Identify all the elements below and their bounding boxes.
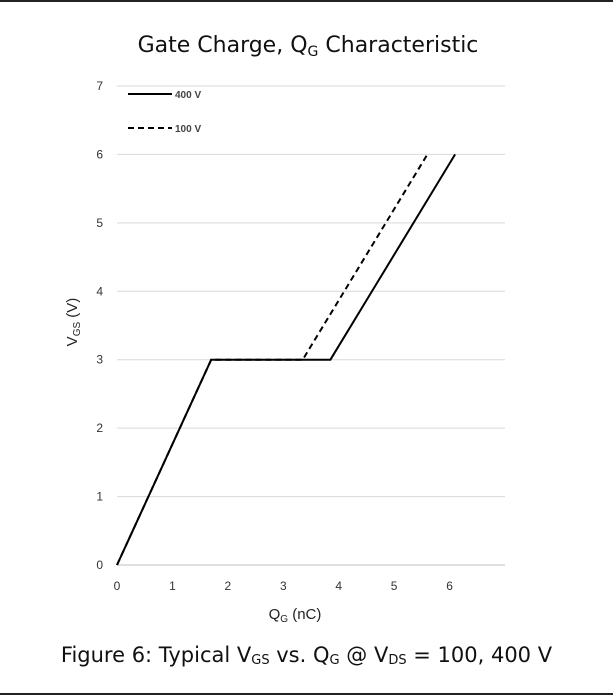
x-tick-label: 0 xyxy=(114,579,121,593)
x-tick-label: 3 xyxy=(280,579,287,593)
grid-layer xyxy=(117,86,505,497)
figure-caption: Figure 6: Typical VGS vs. QG @ VDS = 100… xyxy=(0,643,613,668)
x-tick-label: 2 xyxy=(225,579,232,593)
y-tick-label: 7 xyxy=(96,79,103,93)
chart-title: Gate Charge, QG Characteristic xyxy=(138,33,479,60)
x-axis-label: QG (nC) xyxy=(269,606,322,625)
y-tick-label: 1 xyxy=(96,490,103,504)
y-tick-label: 5 xyxy=(96,216,103,230)
chart-svg: Gate Charge, QG Characteristic 012345670… xyxy=(50,12,563,636)
top-rule xyxy=(0,0,613,2)
axis-layer: 0 1 2 3 4 5 6 7 0 1 2 3 4 5 6 xyxy=(96,79,505,593)
legend-label: 400 V xyxy=(175,90,201,101)
x-tick-label: 5 xyxy=(391,579,398,593)
legend: 400 V 100 V xyxy=(128,90,201,135)
bottom-rule xyxy=(0,693,613,695)
y-axis-label: VGS (V) xyxy=(64,298,83,347)
legend-label: 100 V xyxy=(175,124,201,135)
y-tick-label: 0 xyxy=(96,558,103,572)
x-tick-label: 6 xyxy=(446,579,453,593)
y-tick-label: 4 xyxy=(96,284,103,298)
x-tick-label: 1 xyxy=(169,579,176,593)
y-tick-label: 6 xyxy=(96,147,103,161)
y-tick-label: 2 xyxy=(96,421,103,435)
x-tick-label: 4 xyxy=(335,579,342,593)
y-tick-label: 3 xyxy=(96,353,103,367)
